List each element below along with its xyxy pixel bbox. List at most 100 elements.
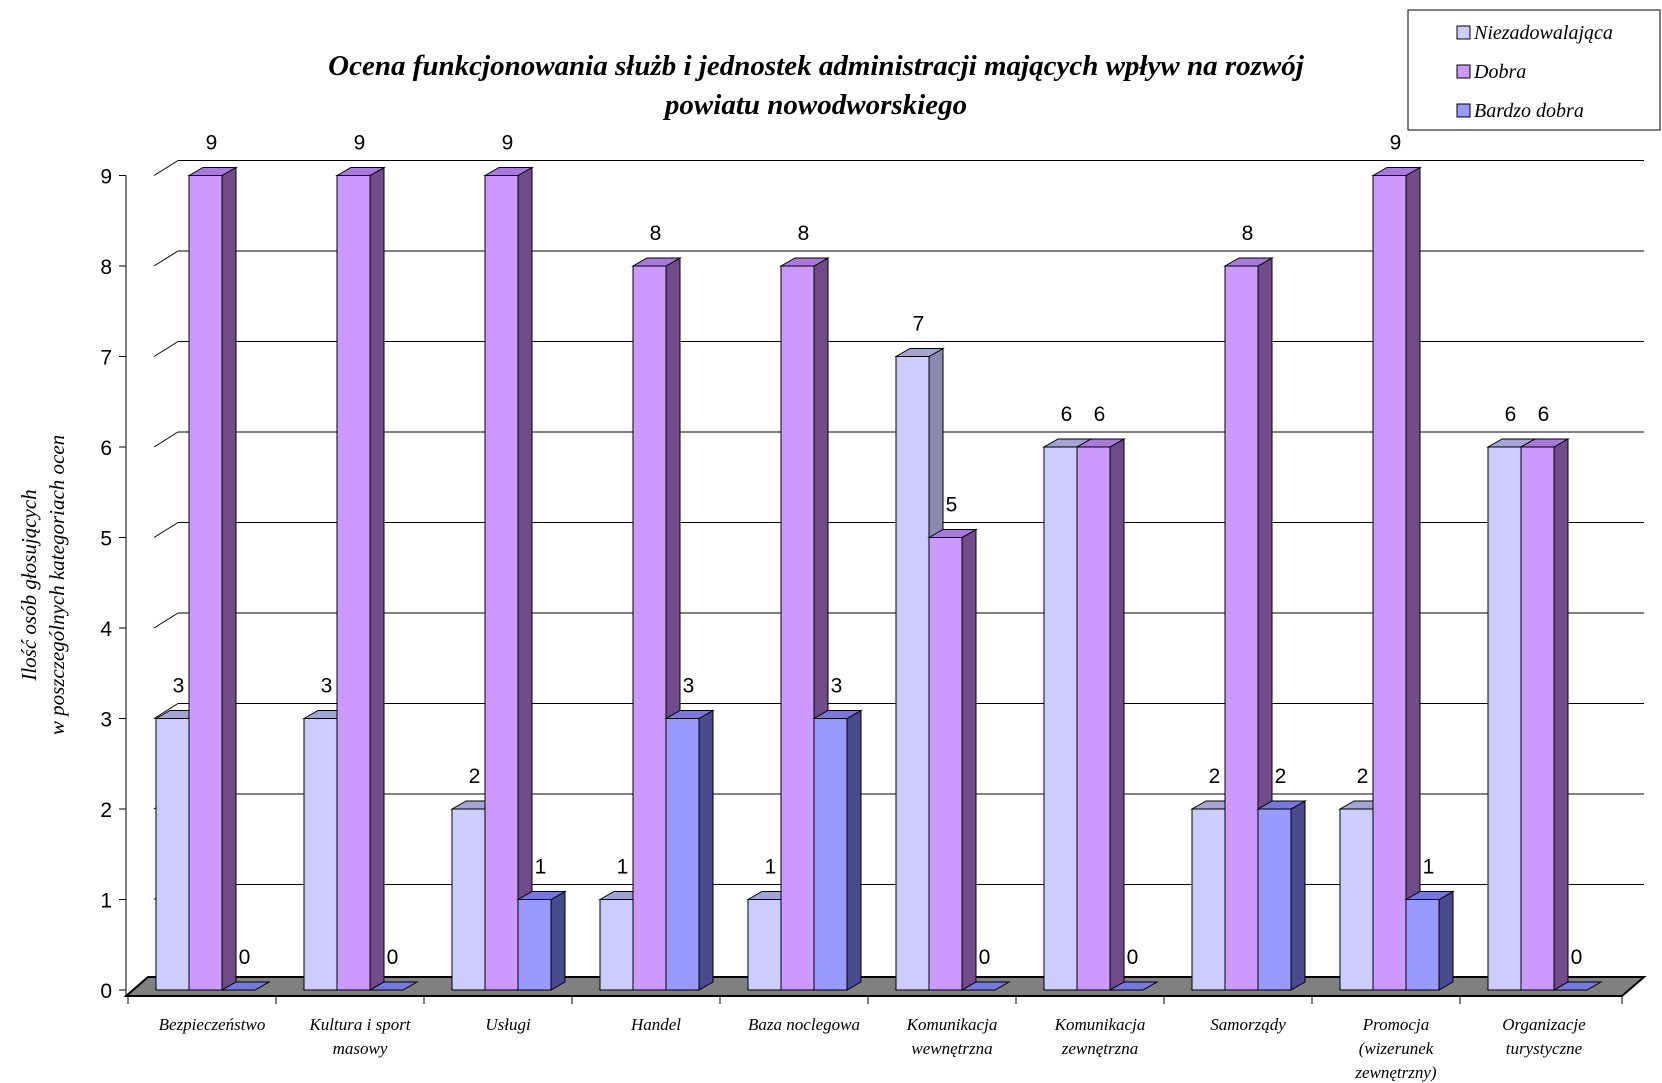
bar-front [632,265,667,991]
bar-top [335,167,386,176]
gridline-depth [153,160,179,176]
bar-side [1438,890,1454,991]
bar-top [812,710,863,719]
bar-front [1191,808,1226,991]
y-axis-title-line-2: w poszczególnych kategoriach ocen [45,435,69,735]
category-label: (wizerunek [1359,1039,1434,1058]
y-tick-label: 5 [100,528,112,551]
y-tick-label: 3 [100,709,112,732]
bar-top [894,348,945,357]
y-tick-label: 1 [100,890,112,913]
legend-box [1407,9,1661,131]
bar-front [517,899,552,991]
bar-front [599,899,634,991]
bar-top [516,891,567,900]
bar-front [303,718,338,991]
data-label: 2 [1275,765,1287,788]
gridline-depth [153,703,179,719]
bar-side [221,166,237,991]
category-label: turystyczne [1506,1039,1583,1058]
bar-front [1372,175,1407,991]
data-label: 3 [173,675,185,698]
data-label: 9 [354,132,366,155]
category-label: Usługi [485,1015,531,1034]
chart-title-line-2: powiatu nowodworskiego [662,89,967,121]
bar-top [631,257,682,267]
bar-front [928,537,963,991]
bar-front [813,718,848,991]
bar-front [1487,446,1522,991]
bar-side [369,166,385,991]
category-label: Promocja [1362,1015,1429,1034]
bar-front [1076,446,1111,991]
data-label: 0 [1127,946,1139,969]
data-label: 8 [650,222,662,245]
category-label: masowy [333,1039,388,1058]
y-tick-label: 7 [100,347,112,370]
bar-front [484,175,519,991]
legend-swatch [1456,103,1471,118]
legend-label: Niezadowalająca [1473,22,1613,44]
bar-side [961,528,977,991]
bar-front [336,175,371,991]
bars [154,166,1603,991]
y-axis: 0 1 2 3 4 5 6 7 8 9 [100,166,127,1003]
y-tick-label: 9 [100,166,112,189]
bar-front [1520,446,1555,991]
data-label: 7 [913,313,925,336]
data-label: 9 [1390,132,1402,155]
data-label: 6 [1061,403,1073,426]
data-label: 9 [206,132,218,155]
category-label: Baza noclegowa [748,1015,860,1034]
data-label: 1 [535,856,547,879]
bar-top [1256,800,1307,810]
bar-top [779,257,830,267]
category-label: Handel [630,1015,681,1034]
legend: Niezadowalająca Dobra Bardzo dobra [1407,9,1661,131]
data-label: 0 [387,946,399,969]
bar-front [155,718,190,991]
y-tick-label: 0 [100,980,112,1003]
bar-top [483,167,534,176]
legend-label: Dobra [1473,61,1526,83]
bar-top [927,529,978,538]
data-label: 2 [1357,765,1369,788]
gridline-depth [153,522,179,538]
data-label: 2 [1209,765,1221,788]
bar-top [664,710,715,719]
data-label: 6 [1538,403,1550,426]
bar-top [1404,891,1455,900]
bar-front [780,265,815,991]
gridline-depth [153,250,179,267]
category-label: Organizacje [1502,1015,1586,1034]
bar-front [188,175,223,991]
chart-title-line-1: Ocena funkcjonowania służb i jednostek a… [328,50,1305,82]
data-label: 0 [979,946,991,969]
bar-zero [220,981,271,991]
bar-front [1339,808,1374,991]
gridline-depth [153,612,179,629]
bar-zero [1552,981,1603,991]
category-label: Kultura i sport [308,1015,411,1034]
category-label: wewnętrzna [911,1039,992,1058]
data-label: 6 [1094,403,1106,426]
bar-front [1043,446,1078,991]
bar-zero [960,981,1011,991]
data-label: 3 [831,675,843,698]
data-label: 8 [1242,222,1254,245]
y-tick-label: 2 [100,799,112,822]
bar-side [1553,438,1569,991]
data-label: 3 [321,675,333,698]
bar-top [1371,167,1422,176]
data-label: 1 [765,856,777,879]
bar-front [895,356,930,991]
bar-side [846,709,862,991]
bar-front [1257,808,1292,991]
category-label: zewnętrzna [1061,1039,1139,1058]
legend-swatch [1456,25,1471,40]
bar-top [1075,438,1126,448]
gridline-depth [153,341,179,357]
bar-front [1405,899,1440,991]
